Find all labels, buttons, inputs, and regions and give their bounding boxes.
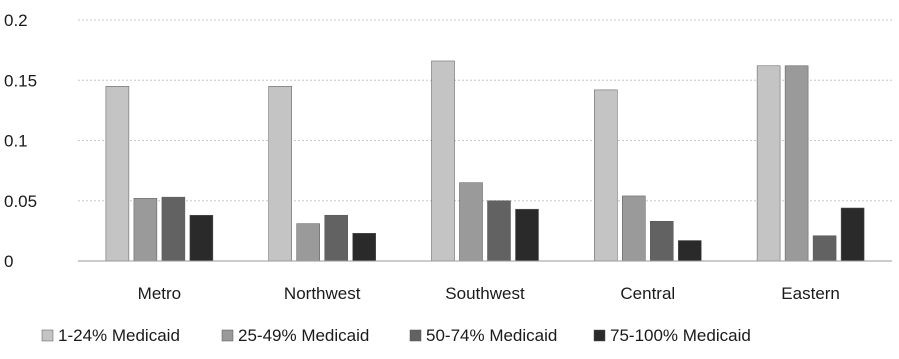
x-category-label: Metro: [138, 284, 181, 303]
y-tick-label: 0.2: [4, 11, 28, 30]
bar-central-series-2: [622, 195, 646, 262]
bar-central-series-1: [594, 89, 618, 262]
x-category-label: Central: [620, 284, 675, 303]
bar-metro-series-3: [161, 196, 186, 262]
bar-eastern-series-1: [756, 65, 781, 262]
bars: [105, 60, 865, 262]
legend-swatch: [593, 329, 606, 342]
legend-label: 75-100% Medicaid: [610, 326, 751, 345]
legend-label: 1-24% Medicaid: [58, 326, 180, 345]
bar-eastern-series-3: [812, 235, 837, 262]
legend-swatch: [41, 329, 54, 342]
bar-central-series-4: [678, 240, 702, 262]
bar-southwest-series-4: [515, 208, 539, 262]
bar-northwest-series-1: [268, 86, 292, 262]
bar-eastern-series-2: [784, 65, 809, 262]
y-tick-label: 0.1: [4, 132, 28, 151]
x-category-label: Northwest: [284, 284, 361, 303]
bar-southwest-series-2: [459, 182, 483, 262]
y-tick-label: 0.05: [4, 192, 37, 211]
x-axis-categories: Metro Northwest Southwest Central Eastern: [138, 284, 840, 303]
legend-label: 50-74% Medicaid: [426, 326, 557, 345]
bar-southwest-series-1: [431, 60, 455, 262]
bar-metro-series-1: [105, 86, 130, 262]
bar-northwest-series-2: [296, 223, 320, 262]
bar-northwest-series-3: [324, 214, 348, 262]
legend-swatch: [409, 329, 422, 342]
bar-central-series-3: [650, 220, 674, 262]
legend-swatch: [221, 329, 234, 342]
x-category-label: Southwest: [445, 284, 525, 303]
y-tick-label: 0.15: [4, 71, 37, 90]
bar-metro-series-2: [133, 198, 158, 262]
bar-eastern-series-4: [840, 207, 865, 262]
y-axis-ticks: 0 0.05 0.1 0.15 0.2: [4, 11, 37, 271]
legend-label: 25-49% Medicaid: [238, 326, 369, 345]
legend: 1-24% Medicaid 25-49% Medicaid 50-74% Medi…: [41, 326, 751, 345]
bar-northwest-series-4: [352, 233, 376, 262]
y-tick-label: 0: [4, 252, 13, 271]
bar-southwest-series-3: [487, 200, 511, 262]
x-category-label: Eastern: [781, 284, 840, 303]
bar-metro-series-4: [189, 214, 214, 262]
